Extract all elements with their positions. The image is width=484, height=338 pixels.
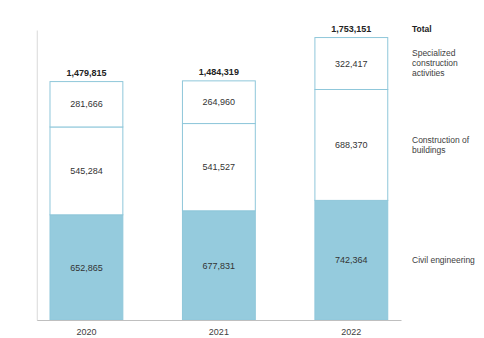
bar-segment — [315, 38, 388, 90]
bar-segment — [315, 200, 388, 320]
y-axis-line — [37, 31, 38, 321]
x-tick: 2022 — [341, 320, 361, 337]
x-axis-line — [37, 320, 401, 321]
data-label: 742,364 — [335, 255, 368, 265]
legend-label: Specializedconstructionactivities — [412, 48, 458, 78]
bar-segment — [315, 89, 388, 200]
data-label: 677,831 — [203, 261, 236, 271]
bar-segment — [182, 211, 255, 320]
y-axis — [37, 31, 38, 321]
total-label: 1,479,815 — [66, 68, 106, 78]
total-label: 1,484,319 — [199, 67, 239, 77]
data-label: 688,370 — [335, 140, 368, 150]
legend: Civil engineering Construction ofbuilding… — [412, 24, 475, 266]
data-label: 264,960 — [203, 97, 236, 107]
bar-segment — [50, 215, 123, 320]
bar-segment — [182, 81, 255, 124]
bars — [50, 38, 388, 320]
data-labels: 652,865 677,831 742,364 545,284 541,527 688,3… — [70, 59, 367, 273]
legend-label: Construction ofbuildings — [412, 135, 470, 155]
x-tick: 2021 — [209, 320, 229, 337]
x-tick-label: 2021 — [209, 327, 229, 337]
x-axis: 2020 2021 2022 — [37, 320, 401, 337]
legend-label: Civil engineering — [412, 255, 475, 265]
total-label: 1,753,151 — [331, 24, 371, 34]
chart: 2020 2021 2022 652,865 677,831 742,364 545,284… — [0, 0, 484, 338]
x-tick-label: 2022 — [341, 327, 361, 337]
data-label: 322,417 — [335, 59, 368, 69]
data-label: 652,865 — [70, 263, 103, 273]
bar-segment — [50, 82, 123, 127]
data-label: 281,666 — [70, 99, 103, 109]
data-label: 545,284 — [70, 166, 103, 176]
bar-segment — [182, 124, 255, 211]
x-tick: 2020 — [76, 320, 96, 337]
x-tick-label: 2020 — [76, 327, 96, 337]
bar-segment — [50, 127, 123, 215]
legend-total: Total — [412, 24, 432, 34]
data-label: 541,527 — [203, 162, 236, 172]
totals: 1,479,815 1,484,319 1,753,151 — [66, 24, 371, 78]
